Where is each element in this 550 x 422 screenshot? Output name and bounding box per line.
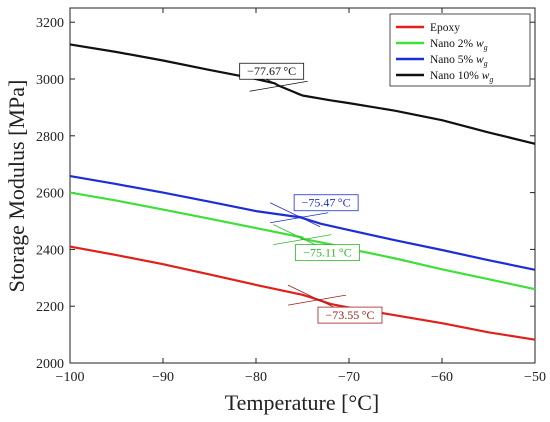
annotation-box [295,244,360,262]
annotation-layer: −77.67 °C −75.47 °C −75.11 °C −73.55 °C [239,62,383,324]
annotation-box [293,194,359,212]
legend-label: Nano 5% wg [430,54,488,68]
x-tick-label: −60 [431,370,453,385]
legend-label: Nano 2% wg [430,38,488,52]
tangent-line [269,202,321,228]
y-tick-label: 3000 [36,73,64,88]
x-tick-label: −50 [524,370,546,385]
x-tick-label: −70 [338,370,360,385]
tangent-line [249,80,308,92]
annotation-label: −77.67 °C [247,64,296,78]
legend-label: Nano 10% wg [430,70,493,84]
legend: Epoxy Nano 2% wg Nano 5% wg Nano 10% wg [389,13,531,87]
y-tick-label: 2200 [36,300,64,315]
x-tick-label: −80 [245,370,267,385]
series-line [69,191,536,291]
y-tick-label: 3200 [36,16,64,31]
annotation-label: −75.11 °C [303,246,352,260]
x-tick-label: −100 [56,370,85,385]
annotation-label: −75.47 °C [302,196,351,210]
annotation-box [239,62,305,80]
legend-label: Epoxy [430,22,460,34]
tangent-line [287,294,347,306]
series-line [69,245,536,341]
series-line [69,175,536,271]
y-axis-title: Storage Modulus [MPa] [4,80,29,293]
tangent-line [273,234,332,246]
x-axis-title: Temperature [°C] [225,390,379,415]
tangent-line [270,212,329,224]
y-tick-label: 2000 [36,357,64,372]
y-tick-label: 2800 [36,130,64,145]
tangent-line [287,284,339,310]
annotation-label: −73.55 °C [325,308,374,322]
y-tick-label: 2400 [36,243,64,258]
axis-ticks: −100 −90 −80 −70 −60 −50 2000 2200 2400 2600 2800 3… [36,8,546,385]
x-tick-label: −90 [152,370,174,385]
y-tick-label: 2600 [36,187,64,202]
annotation-box [317,306,383,324]
